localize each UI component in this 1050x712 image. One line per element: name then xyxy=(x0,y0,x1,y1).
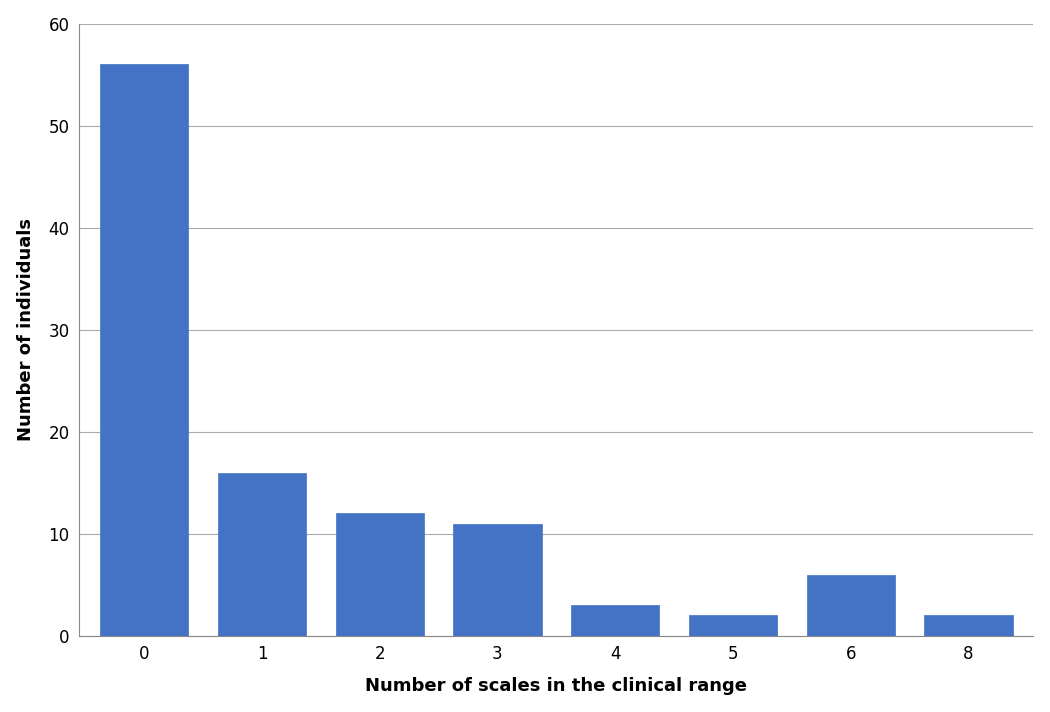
Bar xyxy=(100,65,188,636)
Bar xyxy=(806,575,895,636)
Y-axis label: Number of individuals: Number of individuals xyxy=(17,218,35,441)
Bar xyxy=(217,473,307,636)
Bar xyxy=(924,615,1012,636)
Bar xyxy=(454,523,542,636)
Bar xyxy=(336,513,424,636)
Bar xyxy=(689,615,777,636)
Bar xyxy=(571,605,659,636)
X-axis label: Number of scales in the clinical range: Number of scales in the clinical range xyxy=(365,677,748,696)
